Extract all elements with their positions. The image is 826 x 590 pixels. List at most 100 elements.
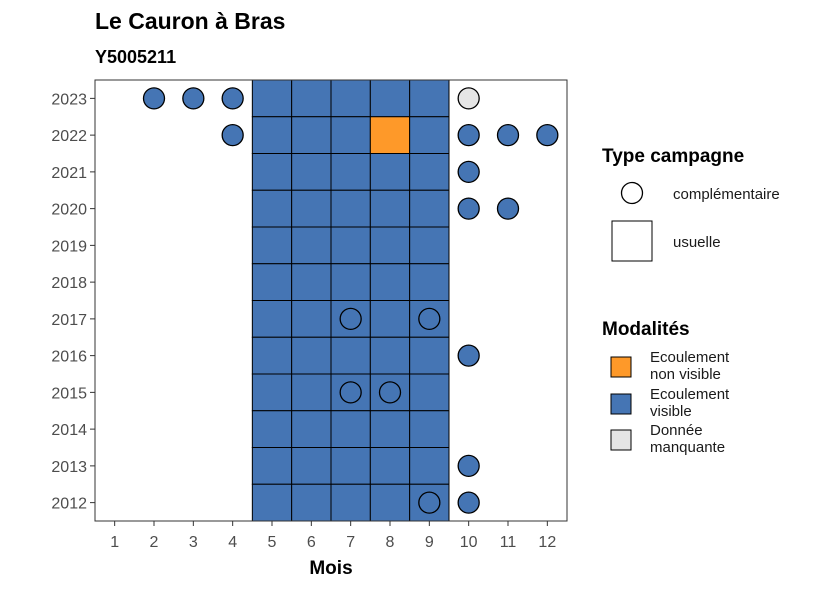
point-2013-10 [457, 454, 480, 478]
tile-2017-5 [251, 300, 293, 338]
x-axis-title: Mois [309, 558, 352, 579]
y-tick-label-2022: 2022 [51, 128, 87, 145]
chart-title: Le Cauron à Bras [95, 8, 285, 34]
x-tick-label-1: 1 [110, 534, 119, 551]
tile-2014-7 [330, 410, 371, 448]
point-2022-12 [536, 123, 559, 147]
x-tick-label-10: 10 [460, 534, 478, 551]
legend-label-line: visible [650, 403, 692, 420]
tile-2023-5 [251, 79, 293, 118]
tile-2013-9 [409, 447, 450, 485]
legend-label-line: non visible [650, 366, 721, 383]
tile-2020-6 [291, 189, 332, 228]
tile-2012-5 [251, 483, 293, 522]
y-tick-label-2013: 2013 [51, 459, 87, 476]
y-tick-label-2019: 2019 [51, 238, 87, 255]
point-2015-7 [339, 381, 362, 404]
y-tick-label-2015: 2015 [51, 385, 87, 402]
tile-2017-8 [369, 300, 411, 338]
tile-2021-6 [291, 153, 332, 191]
point-2017-9 [418, 307, 441, 331]
point-2020-10 [457, 197, 480, 220]
point-2023-3 [182, 87, 205, 110]
point-2020-11 [496, 197, 520, 220]
x-tick-label-4: 4 [228, 534, 237, 551]
legend-label-line: Ecoulement [650, 349, 730, 366]
tile-2016-6 [291, 336, 332, 375]
tile-2021-8 [369, 153, 411, 191]
legend-key-ecoulement-non-visible [610, 356, 632, 378]
x-tick-label-5: 5 [268, 534, 277, 551]
legend: Type campagne complémentaire usuelle Modali… [602, 146, 780, 456]
tile-2018-6 [291, 263, 332, 301]
y-tick-label-2020: 2020 [51, 202, 87, 219]
tile-2015-9 [409, 373, 450, 412]
data-marks [142, 79, 559, 522]
tile-2022-8 [369, 116, 411, 154]
chart-subtitle: Y5005211 [95, 47, 176, 67]
legend-title-modalites: Modalités [602, 319, 690, 340]
tile-2013-8 [369, 447, 411, 485]
point-2022-10 [457, 123, 480, 147]
point-2022-4 [221, 123, 244, 147]
x-tick-label-8: 8 [386, 534, 395, 551]
tile-2022-6 [291, 116, 332, 154]
tile-2014-5 [251, 410, 293, 448]
tile-2015-5 [251, 373, 293, 412]
tile-2022-9 [409, 116, 450, 154]
tile-2023-7 [330, 79, 371, 118]
point-2022-11 [496, 123, 520, 147]
tile-2014-6 [291, 410, 332, 448]
tile-2020-8 [369, 189, 411, 228]
legend-label-usuelle: usuelle [673, 234, 721, 251]
tile-2016-7 [330, 336, 371, 375]
tile-2022-7 [330, 116, 371, 154]
point-2021-10 [457, 160, 480, 184]
tile-2015-6 [291, 373, 332, 412]
tile-2017-6 [291, 300, 332, 338]
tile-2023-6 [291, 79, 332, 118]
tile-2018-7 [330, 263, 371, 301]
x-tick-label-11: 11 [500, 534, 517, 551]
x-tick-label-7: 7 [346, 534, 355, 551]
tile-2018-8 [369, 263, 411, 301]
tile-2023-8 [369, 79, 411, 118]
legend-key-ecoulement-visible [610, 393, 632, 415]
tile-2016-5 [251, 336, 293, 375]
tile-2013-7 [330, 447, 371, 485]
legend-label-line: Donnée [650, 422, 703, 439]
y-tick-label-2014: 2014 [51, 422, 87, 439]
y-tick-label-2016: 2016 [51, 349, 87, 366]
legend-label-donnée-manquante: Donnée manquante [650, 422, 725, 456]
tile-2018-5 [251, 263, 293, 301]
tile-2021-7 [330, 153, 371, 191]
point-2017-7 [339, 307, 362, 331]
point-2016-10 [457, 344, 480, 367]
legend-label-complémentaire: complémentaire [673, 186, 780, 203]
tile-2020-9 [409, 189, 450, 228]
tile-2022-5 [251, 116, 293, 154]
tile-2016-8 [369, 336, 411, 375]
point-2023-2 [142, 87, 166, 110]
legend-label-ecoulement-non-visible: Ecoulement non visible [650, 349, 730, 383]
x-tick-label-3: 3 [189, 534, 198, 551]
x-tick-label-2: 2 [150, 534, 159, 551]
y-tick-label-2017: 2017 [51, 312, 87, 329]
y-axis: 2012 2013 2014 2015 2016 2017 2018 2019 2020 2021… [51, 91, 95, 513]
legend-title-type-campagne: Type campagne [602, 146, 744, 167]
x-tick-label-12: 12 [538, 534, 556, 551]
y-tick-label-2023: 2023 [51, 91, 87, 108]
tile-2018-9 [409, 263, 450, 301]
legend-label-line: Ecoulement [650, 386, 730, 403]
tile-2021-9 [409, 153, 450, 191]
tile-2021-5 [251, 153, 293, 191]
tile-2014-9 [409, 410, 450, 448]
tile-2019-6 [291, 226, 332, 265]
tile-2013-6 [291, 447, 332, 485]
tile-2014-8 [369, 410, 411, 448]
point-2012-9 [418, 491, 441, 514]
tile-2020-7 [330, 189, 371, 228]
tile-2019-5 [251, 226, 293, 265]
tile-2012-7 [330, 483, 371, 522]
